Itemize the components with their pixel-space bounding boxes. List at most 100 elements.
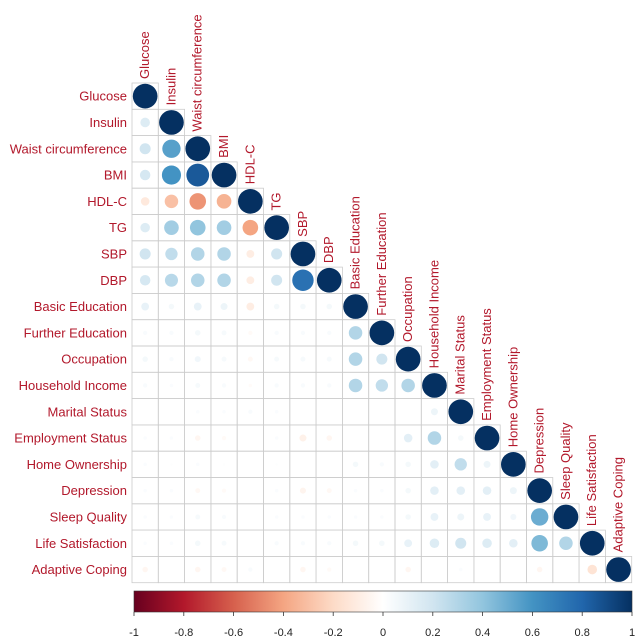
color-legend-bar [133,590,633,613]
corr-sleep-quality-employment-status [483,513,491,521]
colorbar-tick-label: -1 [129,627,139,639]
corr-life-satisfaction-glucose [143,541,147,545]
corr-depression-employment-status [482,486,492,495]
corr-home-ownership-insulin [170,463,173,466]
corr-marital-status-bmi [222,410,226,414]
corr-waist-circumference-glucose [139,143,151,155]
corr-tg-tg [264,215,289,240]
col-label-waist-circumference: Waist circumference [190,14,205,131]
corr-basic-education-waist-circumference [193,302,202,311]
grid-cell [420,556,448,584]
corr-life-satisfaction-employment-status [482,538,492,549]
corr-adaptive-coping-sbp [300,566,306,573]
corr-life-satisfaction-basic-education [352,540,359,547]
colorbar-tick-label: 0.6 [525,627,540,639]
corr-depression-bmi [221,488,227,493]
corr-occupation-glucose [142,356,148,362]
grid-cell [236,477,264,505]
grid-cell [368,398,396,426]
row-label-waist-circumference: Waist circumference [10,141,127,156]
corr-sleep-quality-bmi [221,514,227,520]
colorbar-tick-label: -0.4 [274,627,293,639]
corr-hdl-c-insulin [164,194,179,209]
corr-marital-status-waist-circumference [196,410,200,414]
corr-dbp-hdl-c [246,276,255,285]
corr-home-ownership-waist-circumference [196,462,200,467]
color-legend-ticks: -1 -0.8 -0.6 -0.4 -0.2 0 0.2 0.4 0.6 0.8 1 [129,612,635,639]
corr-marital-status-marital-status [448,399,474,425]
corr-waist-circumference-waist-circumference [185,136,211,162]
corr-home-ownership-bmi [222,463,226,466]
corr-occupation-bmi [221,356,227,362]
col-label-marital-status: Marital Status [453,315,468,395]
grid-cell [315,450,343,478]
corr-hdl-c-glucose [140,197,150,206]
corr-depression-tg [274,488,279,493]
corr-occupation-basic-education [348,352,363,366]
corr-bmi-bmi [211,162,237,188]
corr-household-income-further-education [375,379,389,392]
corr-life-satisfaction-bmi [221,540,227,546]
grid-cell [552,556,580,584]
col-label-occupation: Occupation [400,276,415,342]
corr-occupation-waist-circumference [194,356,201,363]
corr-adaptive-coping-hdl-c [248,567,253,572]
corr-basic-education-hdl-c [246,302,255,311]
corr-insulin-insulin [159,110,184,135]
corr-depression-waist-circumference [195,488,201,494]
corr-hdl-c-hdl-c [238,189,263,214]
grid-cell [368,556,396,584]
col-label-household-income: Household Income [426,260,441,368]
colorbar-tick-label: 0.4 [475,627,490,639]
corr-household-income-insulin [169,383,174,388]
corr-dbp-waist-circumference [190,273,205,288]
grid-cell [605,556,633,584]
corr-employment-status-occupation [403,433,413,443]
corr-household-income-hdl-c [248,383,253,388]
corr-sleep-quality-glucose [143,515,147,519]
col-label-bmi: BMI [216,135,231,158]
corr-household-income-sbp [300,383,306,388]
corr-home-ownership-occupation [405,461,411,468]
col-label-hdl-c: HDL-C [242,144,257,184]
corr-home-ownership-employment-status [483,460,491,468]
corr-home-ownership-household-income [430,460,439,469]
grid-cell [499,556,527,584]
corr-adaptive-coping-occupation [405,566,411,573]
corr-household-income-waist-circumference [195,382,201,388]
corr-basic-education-sbp [300,303,306,310]
row-label-depression: Depression [61,483,127,498]
corr-bmi-glucose [139,169,151,181]
corr-home-ownership-marital-status [454,458,467,471]
corr-sleep-quality-waist-circumference [195,514,201,520]
corr-basic-education-bmi [220,303,228,311]
corr-tg-bmi [216,220,232,235]
corr-home-ownership-basic-education [352,461,359,468]
grid-cell [157,398,186,426]
grid-cell [368,424,396,452]
corr-adaptive-coping-depression [536,566,543,573]
row-label-occupation: Occupation [61,352,127,367]
corr-depression-sbp [299,487,306,494]
corr-sbp-tg [271,248,283,260]
corr-depression-glucose [143,488,147,493]
corr-adaptive-coping-marital-status [459,567,463,572]
corr-basic-education-dbp [326,303,333,310]
col-label-dbp: DBP [321,236,336,263]
corr-further-education-further-education [369,320,395,346]
corr-basic-education-insulin [168,303,175,310]
colorbar-tick-label: -0.6 [224,627,243,639]
corr-dbp-sbp [292,269,314,291]
corr-life-satisfaction-depression [531,534,548,552]
corr-life-satisfaction-tg [274,541,279,546]
corr-sleep-quality-further-education [380,515,384,519]
corr-occupation-tg [274,356,280,362]
corr-tg-glucose [140,222,150,233]
corr-depression-dbp [326,488,332,494]
corr-dbp-tg [271,274,283,286]
corr-employment-status-waist-circumference [194,435,201,441]
corr-further-education-tg [274,330,279,335]
corr-life-satisfaction-sbp [300,541,306,546]
corr-glucose-glucose [132,83,158,109]
corr-sleep-quality-basic-education [353,515,358,519]
